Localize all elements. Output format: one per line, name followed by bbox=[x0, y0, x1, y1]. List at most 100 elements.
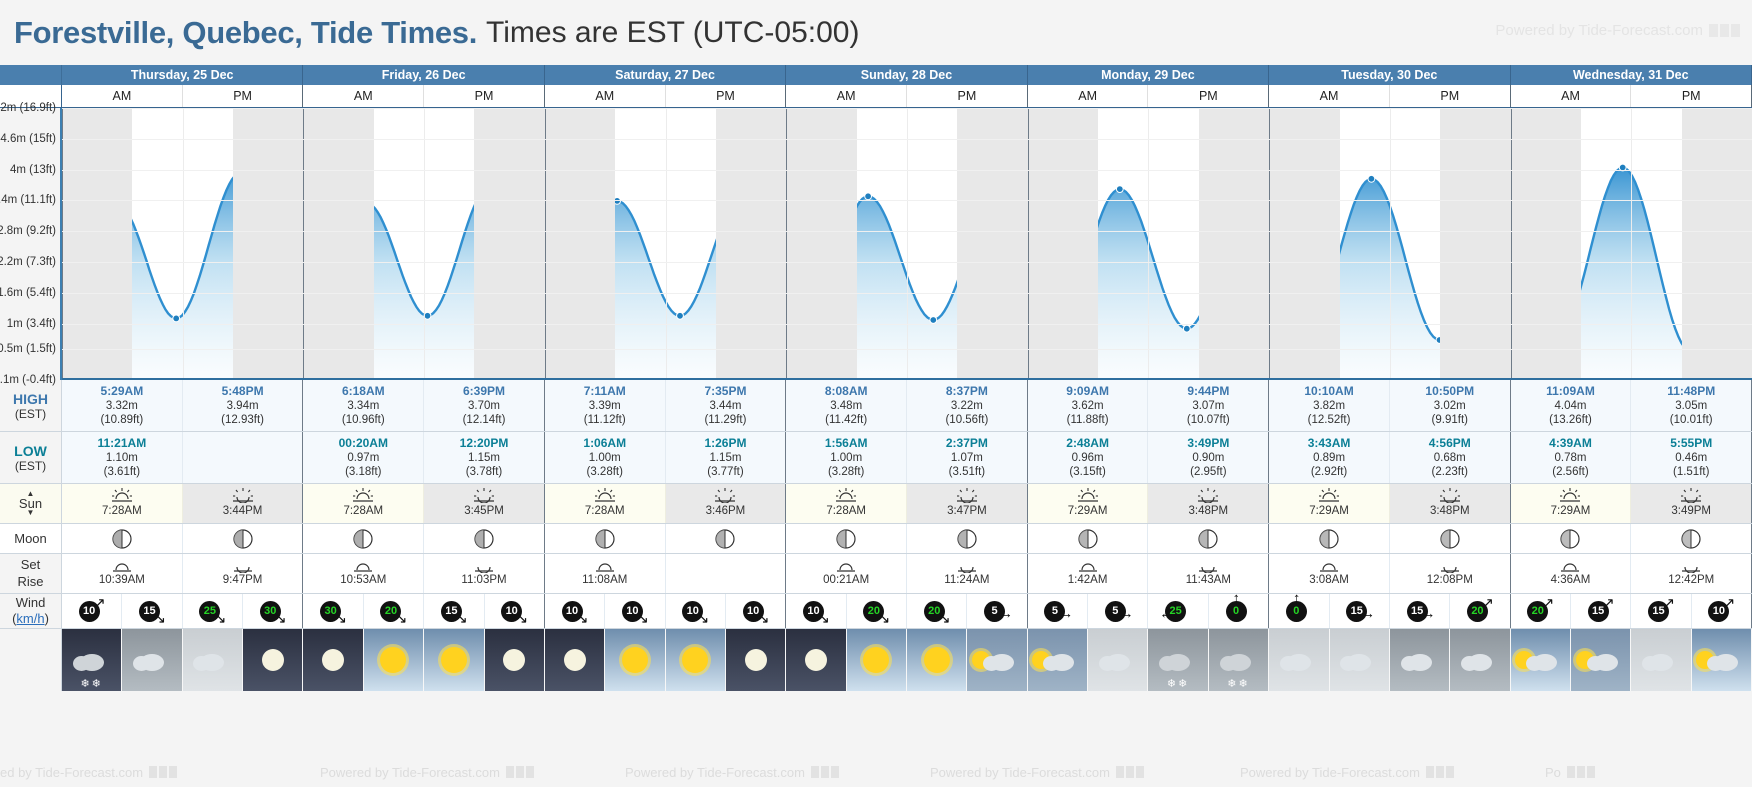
h-gridline bbox=[62, 261, 1752, 263]
chart-y-axis: 5.2m (16.9ft) 4.6m (15ft) 4m (13ft) 3.4m (1… bbox=[0, 102, 62, 386]
weather-cell-6-0 bbox=[1510, 629, 1571, 691]
weather-icon-cloud-sun bbox=[1028, 629, 1087, 691]
tide-height-m: 1.00m bbox=[830, 451, 863, 464]
wind-cell-0-0: 10 ↗ bbox=[62, 594, 123, 628]
wind-speed: 30 bbox=[320, 601, 342, 622]
wind-cell-2-2: 10 ↘ bbox=[665, 594, 726, 628]
moon-icon bbox=[503, 649, 526, 671]
weather-cell-2-0 bbox=[544, 629, 606, 691]
moon-phase-icon bbox=[1681, 528, 1701, 549]
cell-6-am: 7:29AM bbox=[1510, 484, 1632, 523]
wind-badge: 5 → bbox=[1104, 598, 1134, 624]
moonset-time: 4:36AM bbox=[1550, 573, 1591, 586]
tide-time: 5:55PM bbox=[1670, 435, 1713, 450]
footer-watermark-text: ed by Tide-Forecast.com bbox=[0, 764, 144, 780]
weather-icon-cloud bbox=[1330, 629, 1389, 691]
wind-cell-3-2: 20 ↘ bbox=[907, 594, 968, 628]
tide-height-m: 3.32m bbox=[105, 399, 138, 412]
wind-speed: 20 bbox=[1527, 601, 1549, 622]
wind-cell-6-0: 20 ↗ bbox=[1510, 594, 1571, 628]
wind-badge: 30 ↘ bbox=[259, 598, 287, 626]
h-gridline bbox=[62, 169, 1752, 171]
y-tick-4: 2.8m (9.2ft) bbox=[0, 225, 56, 238]
weather-icon-sun bbox=[847, 629, 906, 691]
wind-badge: 0 ↑ bbox=[1225, 591, 1252, 624]
half-divider bbox=[907, 108, 908, 378]
sunrise-time: 7:28AM bbox=[826, 505, 866, 518]
sunset-time: 3:49PM bbox=[1671, 505, 1712, 518]
wind-unit-wrap: (km/h) bbox=[12, 611, 49, 626]
cell-1-pm: 12:20PM 1.15m (3.78ft) bbox=[424, 432, 545, 483]
cell-6-am bbox=[1510, 524, 1632, 553]
wind-row: Wind (km/h) 10 ↗ 15 ↘ 25 ↘ 30 ↘ 30 ↘ 20 ↘ 15 ↘ 10 ↘ 10 ↘ 1… bbox=[0, 591, 1752, 629]
wind-speed: 10 bbox=[682, 601, 704, 622]
tide-time: 10:50PM bbox=[1425, 383, 1475, 398]
tide-height-ft: (3.78ft) bbox=[465, 466, 503, 478]
cell-3-pm: 8:37PM 3.22m (10.56ft) bbox=[907, 380, 1028, 431]
tide-height-ft: (3.28ft) bbox=[586, 466, 623, 478]
tide-height-ft: (3.61ft) bbox=[103, 466, 141, 478]
footer-bars-icon bbox=[1425, 766, 1454, 778]
tide-height-m: 0.89m bbox=[1313, 451, 1346, 464]
night-band bbox=[1510, 108, 1581, 378]
wind-speed: 5 bbox=[1104, 601, 1126, 622]
wind-badge: 15 → bbox=[1346, 598, 1375, 624]
cell-0-am: 10:39AM bbox=[62, 554, 183, 593]
wind-direction-arrow-e: → bbox=[998, 605, 1014, 622]
tide-height-m: 3.02m bbox=[1433, 399, 1466, 412]
wind-speed: 20 bbox=[923, 601, 945, 622]
brand-bars-icon bbox=[1709, 24, 1740, 37]
cell-6-am: 4:39AM 0.78m (2.56ft) bbox=[1510, 432, 1632, 483]
tide-height-m: 1.07m bbox=[950, 451, 983, 464]
moon-label-text: Moon bbox=[14, 531, 47, 546]
tide-time: 10:10AM bbox=[1304, 383, 1354, 398]
y-tick-9: -0.1m (-0.4ft) bbox=[0, 374, 56, 386]
half-header-0-am: AM bbox=[62, 85, 183, 107]
half-header-1-pm: PM bbox=[424, 85, 545, 107]
sun-label-stack: ▲ Sun ▼ bbox=[18, 490, 43, 517]
night-band bbox=[1440, 108, 1511, 378]
weather-cell-5-2 bbox=[1389, 629, 1451, 691]
wind-direction-arrow-ne: ↗ bbox=[93, 595, 106, 612]
wind-speed: 10 bbox=[78, 601, 100, 622]
high-tide-label: HIGH (EST) bbox=[0, 380, 62, 431]
cell-3-am: 00:21AM bbox=[786, 554, 908, 593]
sun-icon bbox=[440, 647, 467, 673]
y-tick-6: 1.6m (5.4ft) bbox=[0, 286, 56, 299]
footer-watermark-0: ed by Tide-Forecast.com bbox=[0, 764, 178, 780]
tide-height-m: 3.82m bbox=[1313, 399, 1346, 412]
moonrise-arc-icon bbox=[233, 566, 252, 573]
corner-spacer-2 bbox=[0, 85, 62, 107]
cloud-icon bbox=[132, 649, 172, 671]
high-label-tz: (EST) bbox=[14, 406, 47, 421]
weather-icon-cloud-sun bbox=[1571, 629, 1630, 691]
weather-cell-5-1 bbox=[1329, 629, 1390, 691]
y-tick-3: 3.4m (11.1ft) bbox=[0, 194, 56, 207]
moon-row-label: Moon bbox=[0, 524, 62, 553]
footer-bars-icon bbox=[1115, 766, 1144, 778]
tide-height-ft: (3.51ft) bbox=[948, 466, 986, 478]
moonset-arc-icon bbox=[1078, 563, 1097, 572]
tide-extremum-point bbox=[172, 314, 181, 323]
corner-spacer bbox=[0, 65, 62, 85]
day-divider bbox=[62, 108, 63, 378]
moonset-arc-icon bbox=[1320, 563, 1339, 572]
wind-unit-link[interactable]: km/h bbox=[16, 611, 45, 626]
cell-2-am: 11:08AM bbox=[544, 554, 666, 593]
moonrise-time: 11:43AM bbox=[1185, 573, 1231, 586]
chart-plot-area bbox=[62, 108, 1752, 380]
cell-6-pm: 12:42PM bbox=[1631, 554, 1752, 593]
tide-height-ft: (10.96ft) bbox=[341, 414, 385, 426]
wind-badge: 10 ↘ bbox=[501, 598, 528, 626]
night-band bbox=[233, 108, 304, 378]
sunrise-icon bbox=[353, 488, 374, 502]
wind-direction-arrow-se: ↘ bbox=[817, 610, 830, 627]
tide-height-m: 1.15m bbox=[709, 451, 742, 464]
cell-0-pm bbox=[182, 432, 304, 483]
tide-height-ft: (11.42ft) bbox=[825, 414, 868, 426]
footer-watermark-text: Po bbox=[1545, 764, 1561, 780]
wind-badge: 20 ↗ bbox=[1527, 596, 1554, 624]
wind-cell-5-3: 20 ↗ bbox=[1450, 594, 1511, 628]
sun-label-text: Sun bbox=[18, 495, 43, 511]
cell-0-am: 11:21AM 1.10m (3.61ft) bbox=[62, 432, 183, 483]
